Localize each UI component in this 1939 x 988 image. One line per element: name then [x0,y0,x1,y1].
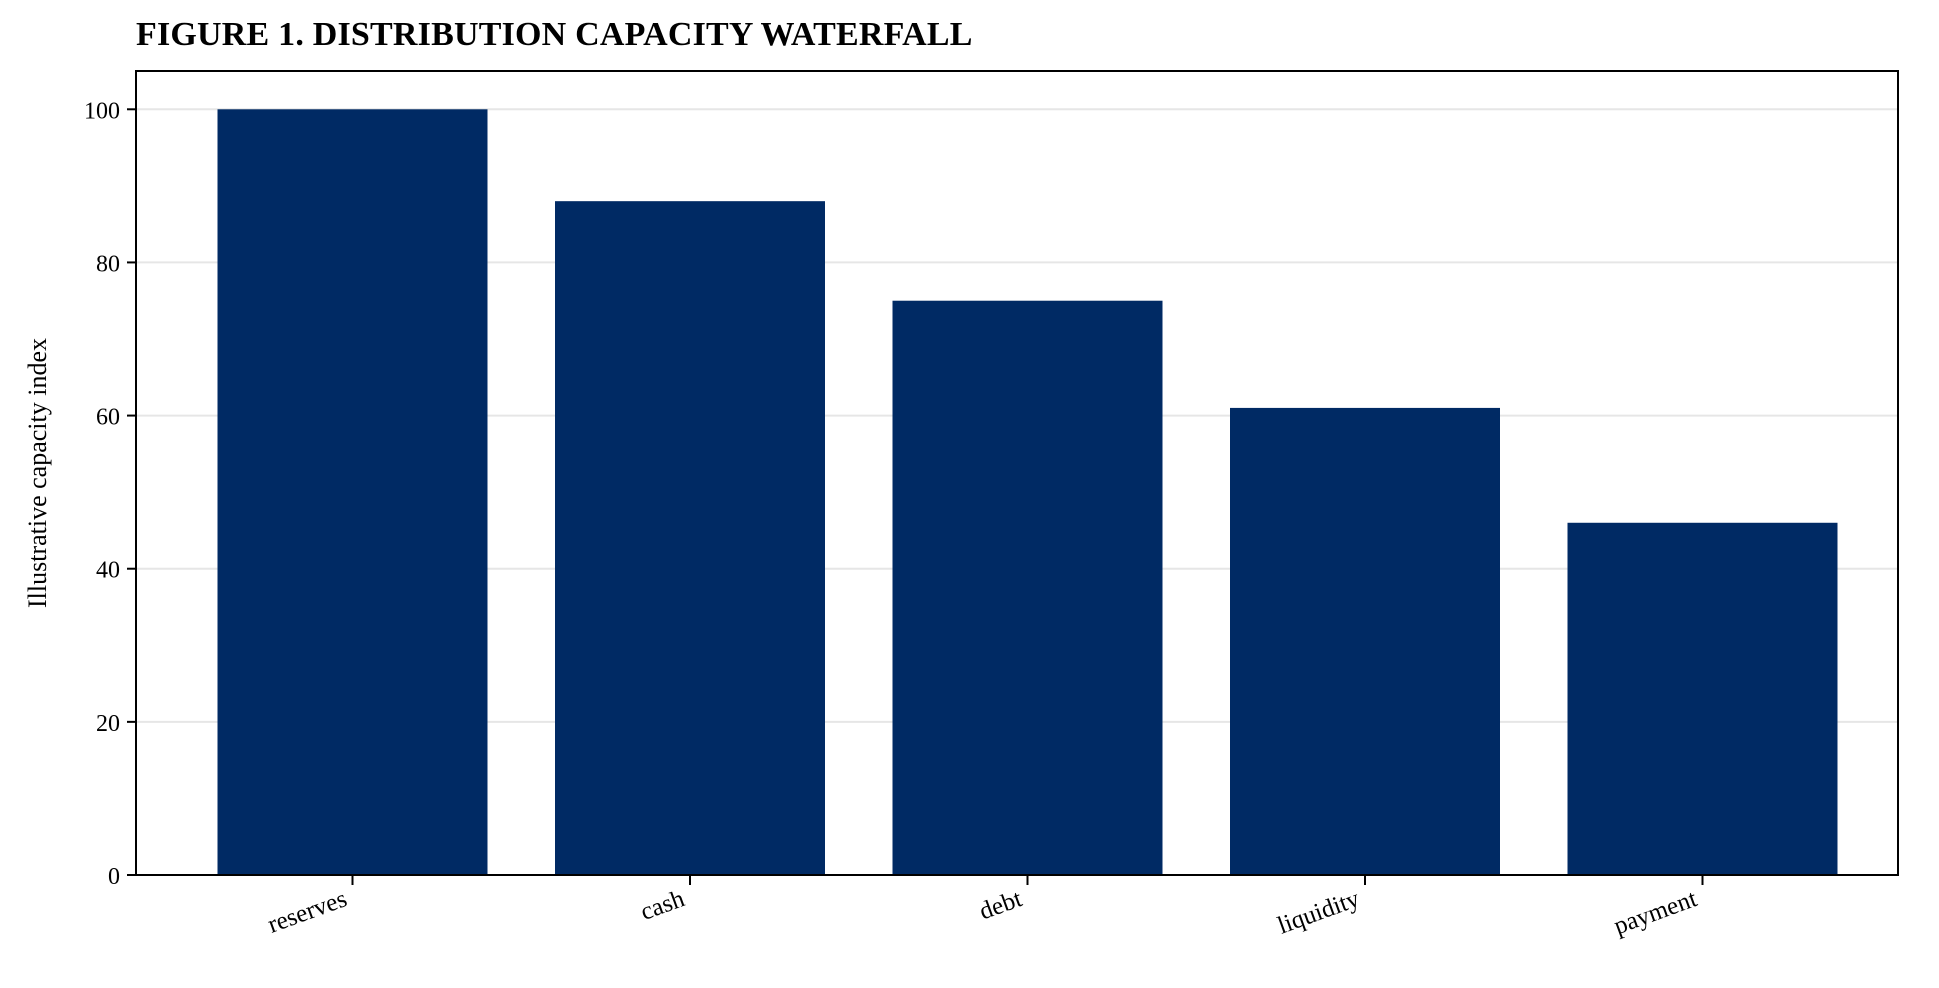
y-tick-label: 60 [96,405,120,431]
x-tick-label: liquidity [1274,885,1363,940]
x-tick-label: debt [976,885,1026,925]
bar-debt [892,300,1163,875]
y-tick-label: 40 [96,558,120,584]
x-axis-ticks: reserves cash debt liquidity payment [264,875,1704,940]
x-tick-label: cash [637,885,688,926]
x-tick-label: reserves [264,885,350,938]
bar-reserves [217,109,488,876]
bar-cash [555,201,825,875]
y-axis-ticks: 0 20 40 60 80 100 [84,98,136,890]
plot-frame [135,70,1899,876]
x-tick-label: payment [1610,885,1700,940]
chart-title: FIGURE 1. DISTRIBUTION CAPACITY WATERFAL… [136,16,973,53]
bar-payment [1567,522,1838,875]
y-tick-label: 80 [96,251,120,277]
y-axis-label: Illustrative capacity index [23,338,52,608]
y-tick-label: 100 [84,98,120,124]
y-tick-label: 20 [96,711,120,737]
bar-liquidity [1230,407,1500,875]
bars [217,109,1838,876]
y-tick-label: 0 [108,864,120,890]
